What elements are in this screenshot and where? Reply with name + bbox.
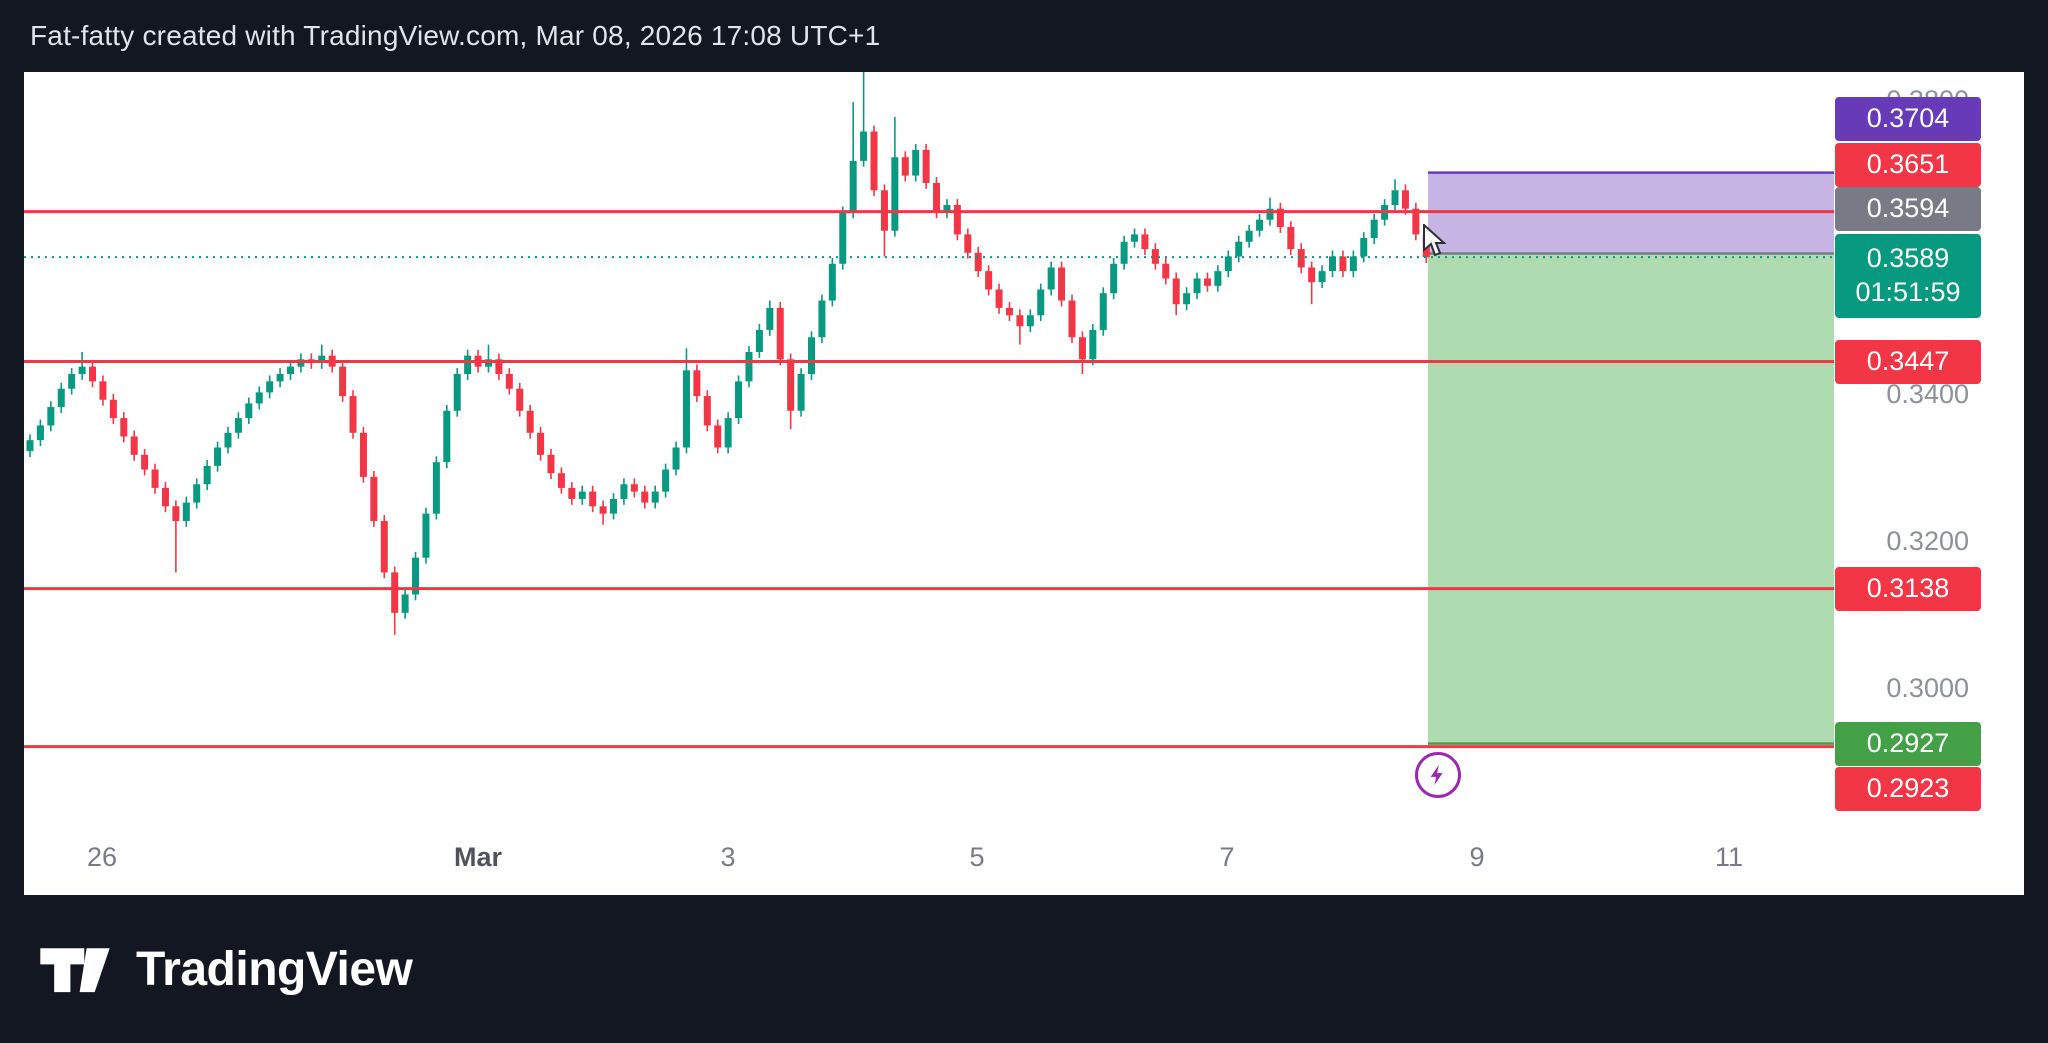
line-price-label-0-3651[interactable]: 0.3651 xyxy=(1835,143,1981,187)
price-axis-label-0.3000: 0.3000 xyxy=(1886,672,1969,703)
attribution-text: Fat-fatty created with TradingView.com, … xyxy=(30,20,881,51)
quick-trade-button[interactable] xyxy=(1415,752,1461,798)
short-position-profit-zone[interactable] xyxy=(1428,253,1834,744)
line-price-label-0-3447[interactable]: 0.3447 xyxy=(1835,340,1981,384)
time-axis-label-9: 9 xyxy=(1469,842,1485,872)
mouse-cursor-icon xyxy=(1422,222,1448,263)
time-axis-label-5: 5 xyxy=(969,842,985,872)
target-price-label[interactable]: 0.2927 xyxy=(1835,722,1981,766)
time-axis-label-26: 26 xyxy=(86,842,118,872)
price-axis-label-0.3400: 0.3400 xyxy=(1886,379,1969,410)
lightning-icon xyxy=(1430,764,1443,786)
current-price-countdown-label[interactable]: 0.3589 01:51:59 xyxy=(1835,234,1981,318)
attribution-bar: Fat-fatty created with TradingView.com, … xyxy=(0,0,2048,72)
brand-bar: TradingView xyxy=(0,895,2048,1043)
time-axis-label-7: 7 xyxy=(1219,842,1235,872)
price-axis-label-0.3200: 0.3200 xyxy=(1886,526,1969,557)
time-axis-label-3: 3 xyxy=(720,842,736,872)
time-axis-label-Mar: Mar xyxy=(453,842,502,872)
line-price-label-0-2923[interactable]: 0.2923 xyxy=(1835,767,1981,811)
tradingview-wordmark[interactable]: TradingView xyxy=(136,942,413,996)
candlestick-series xyxy=(26,72,1430,635)
chart-plot-area[interactable] xyxy=(24,72,2024,895)
time-axis-label-11: 11 xyxy=(1714,842,1744,872)
stop-price-label[interactable]: 0.3704 xyxy=(1835,97,1981,141)
tradingview-logo-icon[interactable] xyxy=(38,932,112,1006)
line-price-label-0-3138[interactable]: 0.3138 xyxy=(1835,567,1981,611)
entry-price-label[interactable]: 0.3594 xyxy=(1835,187,1981,231)
